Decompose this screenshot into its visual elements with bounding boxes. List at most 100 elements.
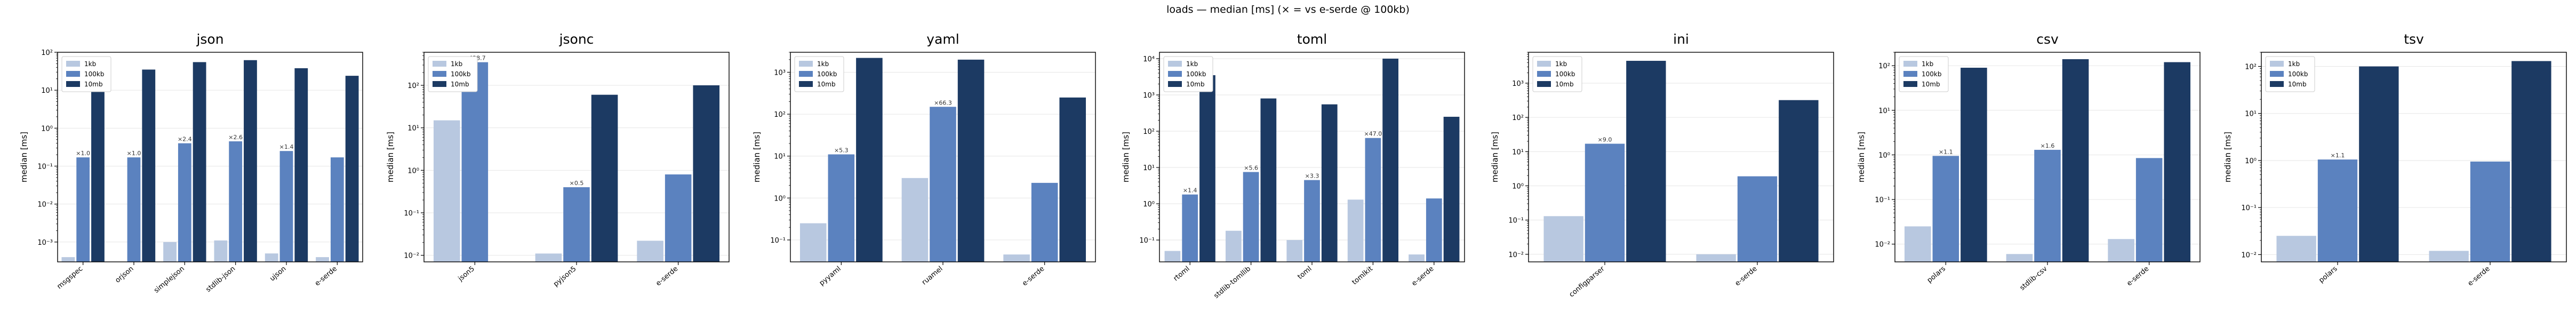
legend-label: 10mb (1186, 81, 1205, 88)
bar-tomlkit-10mb (1382, 58, 1399, 262)
bar-orjson-100kb (127, 157, 141, 262)
y-tick-label: 10² (41, 49, 53, 57)
x-tick-label: rtoml (1172, 265, 1191, 283)
y-axis-label: median [ms] (1857, 132, 1866, 182)
y-tick-label: 10⁻¹ (404, 210, 419, 218)
legend-swatch-100kb (66, 71, 80, 77)
bar-msgspec-10mb (91, 76, 105, 262)
bar-stdlib-tomllib-10mb (1260, 98, 1277, 262)
bar-polars-10mb (1961, 68, 1987, 262)
legend: 1kb 100kb 10mb (2265, 56, 2315, 92)
chart-title: json (196, 31, 223, 47)
bar-e-serde-10mb (1779, 100, 1819, 262)
bar-e-serde-1kb (1003, 254, 1030, 262)
bar-simplejson-100kb (178, 143, 191, 262)
y-axis-label: median [ms] (1490, 132, 1500, 182)
chart-panel-json: 10⁻³ 10⁻² 10⁻¹ 10⁰ 10¹ 10² ×1.0 msgspec ×1.0 orjs… (19, 31, 363, 295)
y-axis-label: median [ms] (19, 132, 29, 182)
chart-panel-toml: 10⁻¹ 10⁰ 10¹ 10² 10³ 10⁴ ×1.4 rtoml ×5.6 stdlib-t… (1121, 31, 1465, 300)
y-tick-label: 10⁻¹ (1508, 217, 1524, 225)
y-tick-label: 10¹ (2245, 110, 2257, 118)
legend: 1kb 100kb 10mb (1899, 56, 1949, 92)
y-axis-label: median [ms] (752, 132, 762, 182)
legend-swatch-100kb (1537, 71, 1551, 77)
y-axis-label: median [ms] (386, 132, 395, 182)
bar-simplejson-1kb (163, 242, 177, 262)
bar-e-serde-100kb (330, 157, 344, 262)
bar-annotation: ×47.0 (1364, 131, 1382, 138)
y-tick-label: 10¹ (774, 153, 786, 161)
legend-label: 10mb (1555, 81, 1574, 88)
x-tick-label: polars (2317, 265, 2339, 284)
chart-title: tsv (2404, 31, 2424, 47)
bar-stdlib-tomllib-100kb (1243, 172, 1259, 262)
y-tick-label: 10³ (1143, 92, 1155, 100)
legend-label: 100kb (2288, 70, 2308, 78)
bar-e-serde-1kb (1409, 254, 1425, 262)
bar-rtoml-1kb (1164, 251, 1181, 262)
bar-e-serde-100kb (1737, 176, 1778, 262)
bar-annotation: ×5.3 (834, 147, 849, 154)
legend-label: 10mb (84, 81, 103, 88)
bar-ruamel-100kb (930, 107, 956, 262)
legend-swatch-1kb (66, 61, 80, 67)
bar-e-serde-1kb (637, 241, 663, 262)
bar-toml-10mb (1321, 104, 1338, 262)
y-tick-label: 10² (1143, 128, 1155, 136)
axes-frame (1159, 52, 1465, 262)
legend-swatch-10mb (799, 81, 813, 87)
bar-tomlkit-100kb (1365, 138, 1381, 262)
legend-swatch-10mb (2270, 81, 2284, 87)
legend-label: 10mb (2288, 81, 2307, 88)
chart-panel-csv: 10⁻² 10⁻¹ 10⁰ 10¹ 10² ×1.1 polars ×1.6 stdlib-cs… (1857, 31, 2201, 292)
bar-pyjson5-10mb (591, 94, 618, 262)
bar-annotation: ×3.3 (1305, 173, 1319, 180)
bar-annotation: ×66.3 (934, 99, 952, 106)
x-tick-label: ruamel (921, 265, 945, 287)
legend-label: 10mb (1922, 81, 1940, 88)
bar-simplejson-10mb (193, 62, 206, 262)
bar-annotation: ×1.1 (1939, 148, 1953, 155)
bar-toml-1kb (1286, 240, 1303, 262)
x-tick-label: json5 (457, 265, 476, 284)
bar-e-serde-10mb (345, 76, 359, 262)
bar-e-serde-100kb (665, 174, 692, 262)
y-tick-label: 10¹ (41, 87, 53, 95)
legend-label: 100kb (84, 70, 104, 78)
legend-label: 10mb (451, 81, 469, 88)
x-tick-label: e-serde (314, 265, 339, 288)
y-tick-label: 10⁰ (1143, 201, 1155, 209)
bar-e-serde-1kb (1696, 254, 1736, 262)
bar-stdlib-json-1kb (214, 240, 228, 262)
x-tick-label: tomlkit (1350, 265, 1374, 287)
x-tick-label: e-serde (2467, 265, 2492, 288)
legend: 1kb 100kb 10mb (1532, 56, 1582, 92)
bar-pyyaml-100kb (828, 154, 855, 262)
bar-polars-100kb (1932, 156, 1959, 262)
bar-e-serde-10mb (2511, 61, 2551, 262)
bar-msgspec-1kb (61, 257, 75, 262)
legend-swatch-100kb (1903, 71, 1917, 77)
x-tick-label: e-serde (2125, 265, 2150, 288)
bar-annotation: ×1.4 (279, 143, 294, 150)
y-tick-label: 10⁴ (1143, 55, 1155, 63)
chart-title: toml (1297, 31, 1327, 47)
y-tick-label: 10⁻¹ (1875, 196, 1890, 204)
axes-frame (57, 52, 363, 262)
bar-e-serde-100kb (2470, 161, 2510, 262)
bar-e-serde-10mb (1059, 97, 1086, 262)
bar-annotation: ×1.6 (2041, 142, 2055, 149)
y-tick-label: 10¹ (1512, 148, 1524, 156)
chart-title: csv (2036, 31, 2059, 47)
x-tick-label: stdlib-json (204, 265, 237, 294)
bar-annotation: ×0.5 (570, 180, 584, 187)
bar-annotation: ×5.6 (1244, 165, 1258, 172)
legend-swatch-10mb (1537, 81, 1551, 87)
y-axis-label: median [ms] (1121, 132, 1131, 182)
y-tick-label: 10⁻² (2241, 251, 2257, 259)
x-tick-label: pyjson5 (552, 265, 578, 289)
bar-polars-10mb (2359, 66, 2399, 262)
x-tick-label: configparser (1568, 265, 1607, 299)
legend-label: 100kb (817, 70, 837, 78)
bar-configparser-10mb (1626, 61, 1666, 262)
